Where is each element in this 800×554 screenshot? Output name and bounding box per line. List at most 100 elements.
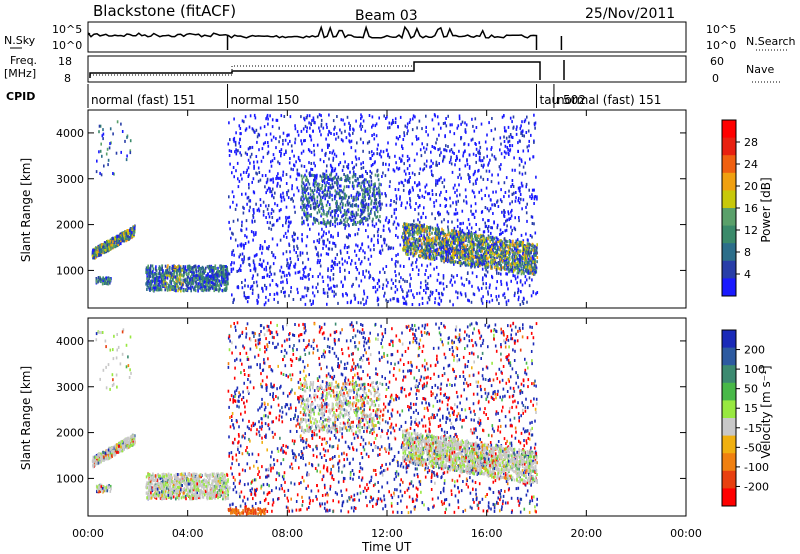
- data-cell: [280, 114, 283, 118]
- data-cell: [217, 272, 219, 276]
- data-cell: [288, 266, 291, 270]
- data-cell: [503, 258, 505, 262]
- data-cell: [288, 161, 291, 165]
- data-cell: [297, 157, 300, 161]
- data-cell: [514, 199, 517, 203]
- data-cell: [355, 119, 357, 123]
- data-cell: [317, 251, 319, 255]
- data-cell: [501, 200, 503, 204]
- data-cell: [236, 161, 239, 165]
- data-cell: [313, 143, 315, 147]
- data-cell: [476, 239, 479, 243]
- data-cell: [358, 175, 361, 179]
- data-cell: [500, 152, 503, 156]
- data-cell: [366, 217, 368, 221]
- data-cell: [360, 175, 362, 179]
- data-cell: [431, 173, 433, 177]
- data-cell: [312, 291, 314, 295]
- data-cell: [438, 296, 441, 300]
- data-cell: [259, 178, 262, 182]
- data-cell: [486, 270, 489, 274]
- data-cell: [251, 291, 254, 295]
- data-cell: [129, 227, 132, 230]
- data-cell: [434, 297, 437, 301]
- data-cell: [221, 267, 224, 271]
- data-cell: [122, 239, 124, 243]
- data-cell: [373, 188, 376, 192]
- data-cell: [326, 212, 329, 216]
- data-cell: [307, 223, 309, 227]
- data-cell: [318, 208, 320, 212]
- data-cell: [365, 301, 367, 305]
- data-cell: [339, 184, 342, 188]
- data-cell: [149, 287, 151, 291]
- data-cell: [425, 147, 428, 151]
- data-cell: [503, 222, 506, 226]
- data-cell: [365, 269, 368, 273]
- data-cell: [266, 188, 269, 192]
- data-cell: [329, 173, 331, 177]
- data-cell: [249, 287, 252, 290]
- data-cell: [480, 159, 482, 163]
- data-cell: [360, 162, 362, 166]
- data-cell: [518, 253, 520, 257]
- data-cell: [270, 190, 273, 194]
- data-cell: [222, 276, 225, 280]
- data-cell: [467, 298, 469, 302]
- data-cell: [260, 159, 263, 163]
- data-cell: [302, 261, 304, 265]
- data-cell: [484, 221, 486, 225]
- data-cell: [483, 230, 486, 234]
- data-cell: [264, 174, 267, 177]
- data-cell: [470, 233, 472, 237]
- data-cell: [289, 250, 291, 254]
- data-cell: [232, 200, 234, 204]
- data-cell: [528, 139, 530, 143]
- data-cell: [399, 243, 402, 247]
- data-cell: [218, 287, 221, 291]
- data-cell: [363, 217, 365, 220]
- data-cell: [401, 181, 404, 185]
- data-cell: [336, 115, 338, 118]
- data-cell: [169, 277, 172, 281]
- data-cell: [406, 125, 408, 129]
- data-cell: [318, 261, 321, 264]
- data-cell: [446, 250, 449, 254]
- data-cell: [502, 231, 504, 234]
- data-cell: [488, 286, 491, 290]
- data-cell: [158, 272, 161, 276]
- data-cell: [131, 227, 133, 231]
- data-cell: [478, 158, 481, 162]
- data-cell: [148, 274, 151, 278]
- data-cell: [352, 186, 355, 190]
- data-cell: [474, 169, 476, 173]
- data-cell: [385, 194, 387, 198]
- data-cell: [341, 205, 344, 209]
- data-cell: [176, 274, 179, 278]
- data-cell: [174, 266, 177, 270]
- data-cell: [420, 281, 422, 285]
- data-cell: [497, 205, 500, 208]
- data-cell: [186, 285, 189, 289]
- data-cell: [445, 144, 447, 148]
- data-cell: [188, 281, 190, 285]
- data-cell: [331, 259, 333, 263]
- data-cell: [531, 193, 533, 197]
- data-cell: [327, 267, 329, 271]
- data-cell: [371, 150, 373, 154]
- data-cell: [518, 196, 520, 200]
- data-cell: [527, 249, 530, 253]
- data-cell: [337, 192, 340, 196]
- data-cell: [401, 147, 404, 150]
- data-cell: [240, 153, 243, 157]
- data-cell: [316, 219, 319, 223]
- data-cell: [524, 263, 527, 267]
- data-cell: [449, 280, 452, 284]
- data-cell: [328, 247, 331, 251]
- data-cell: [491, 203, 493, 207]
- data-cell: [526, 238, 529, 242]
- data-cell: [287, 220, 290, 224]
- data-cell: [241, 224, 243, 228]
- data-cell: [385, 203, 388, 207]
- data-cell: [267, 122, 269, 126]
